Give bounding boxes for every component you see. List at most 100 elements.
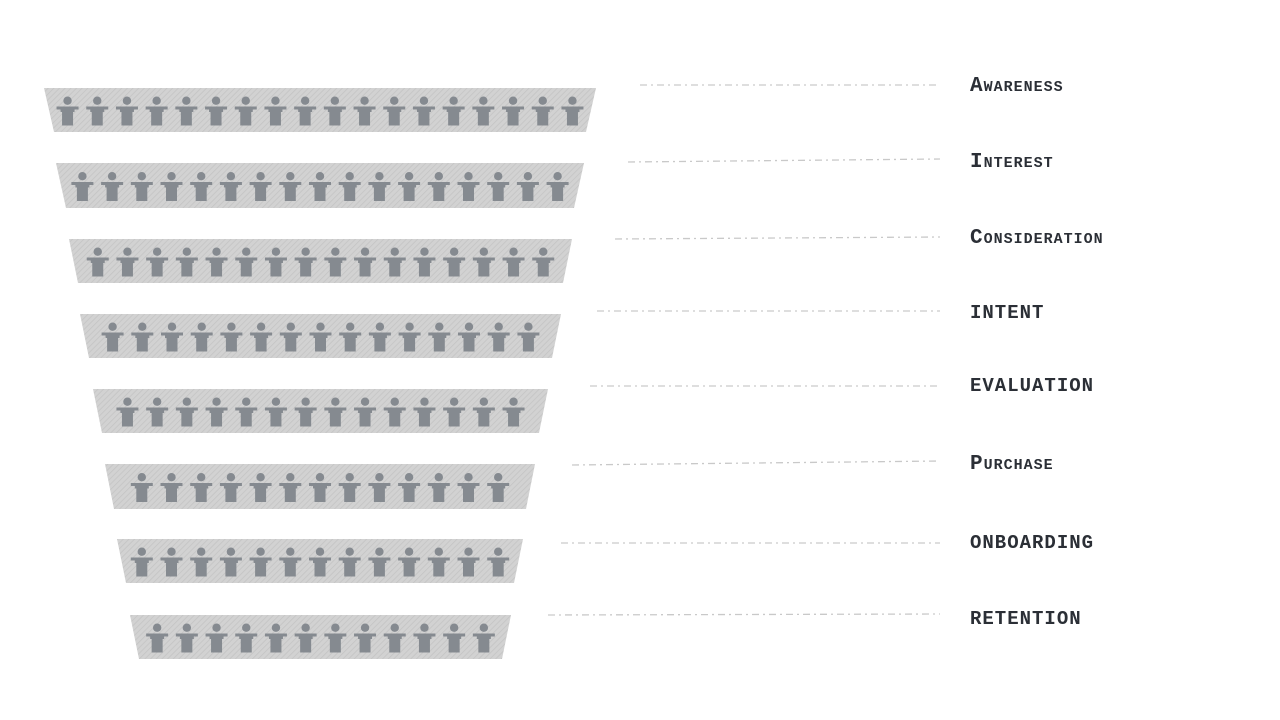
person-icon (160, 547, 183, 577)
person-icon (398, 322, 421, 352)
person-icon (175, 96, 198, 126)
person-icon (427, 473, 450, 502)
funnel-band (105, 464, 535, 509)
person-icon (309, 322, 332, 352)
funnel-band-shape (69, 239, 572, 283)
person-icon (487, 172, 510, 201)
person-icon (279, 547, 302, 577)
funnel-band (44, 88, 596, 132)
person-icon (175, 397, 198, 427)
person-icon (368, 322, 391, 352)
person-icon (250, 322, 273, 352)
funnel-band (69, 239, 572, 283)
person-icon (116, 247, 139, 277)
person-icon (487, 322, 510, 352)
person-icon (116, 397, 139, 427)
person-icon (130, 547, 153, 577)
connector-line (627, 158, 941, 163)
funnel-band (80, 314, 561, 358)
person-icon (190, 473, 213, 502)
stage-label-intent: INTENT (970, 302, 1045, 324)
person-icon (146, 623, 169, 653)
person-icon (86, 247, 109, 277)
person-icon (457, 547, 480, 577)
person-icon (517, 322, 540, 352)
connector-line (614, 236, 941, 240)
person-icon (249, 473, 272, 502)
person-icon (264, 96, 287, 126)
person-icon (516, 172, 539, 201)
funnel-band (56, 163, 584, 208)
person-icon (205, 96, 228, 126)
person-icon (338, 172, 361, 201)
person-icon (160, 172, 183, 201)
connector-line (571, 460, 941, 466)
person-icon (264, 623, 287, 653)
person-icon (160, 473, 183, 502)
person-icon (472, 623, 495, 653)
person-icon (175, 247, 198, 277)
person-icon (294, 247, 317, 277)
person-icon (443, 623, 466, 653)
person-icon (279, 473, 302, 502)
person-icon (383, 397, 406, 427)
person-icon (294, 397, 317, 427)
person-icon (190, 547, 213, 577)
person-icon (146, 397, 169, 427)
person-icon (353, 96, 376, 126)
person-icon (130, 473, 153, 502)
person-icon (383, 96, 406, 126)
person-icon (175, 623, 198, 653)
person-icon (249, 172, 272, 201)
person-icon (249, 547, 272, 577)
person-icon (234, 96, 257, 126)
person-icon (412, 96, 435, 126)
person-icon (354, 397, 377, 427)
person-icon (264, 247, 287, 277)
person-icon (472, 397, 495, 427)
person-icon (190, 322, 213, 352)
person-icon (532, 247, 555, 277)
person-icon (235, 247, 258, 277)
person-icon (458, 322, 480, 352)
person-icon (427, 172, 450, 201)
person-icon (130, 172, 153, 201)
person-icon (56, 96, 79, 126)
person-icon (383, 623, 406, 653)
person-icon (546, 172, 569, 201)
person-icon (71, 172, 94, 201)
person-icon (324, 247, 347, 277)
person-icon (472, 96, 495, 126)
person-icon (219, 547, 242, 577)
stage-label-evaluation: EVALUATION (970, 375, 1095, 397)
person-icon (219, 473, 242, 502)
person-icon (338, 547, 361, 577)
person-icon (398, 473, 421, 502)
funnel-band (93, 389, 548, 433)
person-icon (457, 473, 480, 502)
stage-label-onboarding: ONBOARDING (970, 532, 1095, 554)
person-icon (502, 96, 525, 126)
person-icon (413, 247, 436, 277)
person-icon (235, 623, 258, 653)
person-icon (368, 172, 391, 201)
person-icon (205, 397, 228, 427)
person-icon (220, 322, 243, 352)
person-icon (398, 172, 421, 201)
connector-line (547, 613, 941, 616)
person-icon (161, 322, 183, 352)
person-icon (354, 247, 377, 277)
person-icon (294, 96, 317, 126)
person-icon (101, 322, 124, 352)
person-icon (294, 623, 317, 653)
person-icon (324, 623, 347, 653)
funnel-band-shape (130, 615, 511, 659)
person-icon (279, 322, 302, 352)
person-icon (146, 247, 169, 277)
person-icon (457, 172, 480, 201)
person-icon (472, 247, 495, 277)
person-icon (131, 322, 154, 352)
person-icon (338, 473, 361, 502)
person-icon (101, 172, 124, 201)
